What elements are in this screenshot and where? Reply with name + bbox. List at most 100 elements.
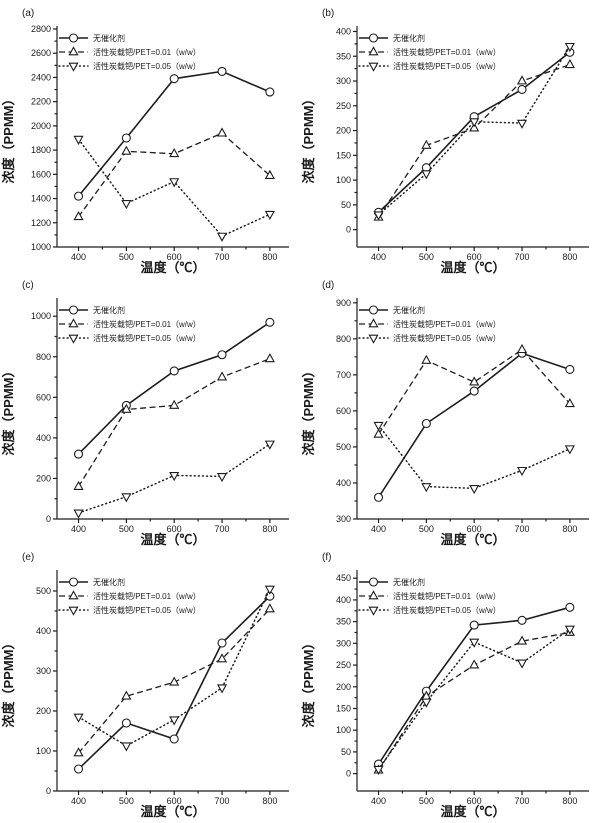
triangle-down-marker [169,716,180,726]
y-tick-label: 500 [336,442,351,452]
y-tick-label: 300 [336,514,351,524]
chart-panel-c: (c) 0 200 400 600 800 1000 400 500 600 700 800 温度（℃）… [0,274,300,547]
y-tick-label: 1600 [31,169,51,179]
triangle-down-marker [73,509,84,519]
circle-marker [217,66,227,76]
series-line [377,424,571,490]
triangle-up-marker [368,318,379,328]
x-tick-label: 600 [167,252,182,262]
y-tick-label: 250 [336,660,351,670]
triangle-up-marker [368,46,379,56]
x-tick-label: 400 [371,796,386,806]
triangle-down-marker [469,118,480,128]
legend-label: 无催化剂 [393,305,425,315]
circle-marker [121,133,131,143]
y-tick-label: 700 [336,370,351,380]
circle-marker [217,350,227,360]
line-chart: (d) 300 400 500 600 700 800 900 400 500 600 700 800 温… [301,280,589,547]
circle-marker [121,718,131,728]
legend-label: 活性炭载钯/PET=0.05（w/w） [93,61,201,71]
triangle-down-marker [216,684,228,694]
triangle-up-marker [73,480,84,490]
series-markers [73,127,275,221]
series-markers [373,421,575,495]
y-axis-label: 浓度（PPMM） [301,92,316,183]
series-line [78,132,271,218]
line-chart: (b) 0 50 100 150 200 250 300 350 400 400 500 600 700 8… [301,8,589,275]
triangle-down-marker [169,178,180,188]
triangle-up-marker [516,635,528,645]
circle-marker [73,191,84,201]
triangle-up-marker [68,590,79,600]
y-tick-label: 250 [336,101,351,111]
x-tick-label: 700 [515,252,530,262]
x-tick-label: 800 [562,796,577,806]
triangle-down-marker [368,606,379,616]
y-tick-label: 50 [341,747,351,757]
circle-marker [469,386,479,396]
line-chart: (f) 0 50 100 150 200 250 300 350 400 450 400 500 600 7… [301,552,589,819]
y-tick-label: 2200 [31,97,51,107]
x-axis-label: 温度（℃） [140,804,205,818]
circle-marker [565,602,575,612]
x-tick-label: 600 [467,252,482,262]
y-axis-label: 浓度（PPMM） [1,92,16,183]
triangle-down-marker [516,659,528,669]
x-tick-label: 500 [119,252,134,262]
triangle-up-marker [216,127,228,137]
y-axis-label: 浓度（PPMM） [301,364,316,455]
y-tick-label: 0 [346,769,351,779]
triangle-down-marker [421,483,432,493]
x-tick-label: 700 [515,524,530,534]
panel-label: (d) [322,280,334,291]
circle-marker [368,305,379,315]
triangle-up-marker [121,145,132,155]
axes [353,298,589,523]
triangle-up-marker [68,318,79,328]
series-markers [373,348,575,502]
triangle-down-marker [68,334,79,344]
triangle-down-marker [121,493,132,503]
series-markers [373,626,575,774]
triangle-down-marker [564,625,575,635]
triangle-up-marker [564,58,575,69]
triangle-down-marker [368,334,379,344]
legend-label: 无催化剂 [93,33,125,43]
x-tick-label: 800 [562,252,577,262]
y-tick-label: 400 [36,433,51,443]
y-tick-label: 200 [336,126,351,136]
x-tick-label: 400 [371,524,386,534]
series-line [377,51,571,213]
y-tick-label: 900 [336,298,351,308]
y-tick-label: 150 [336,703,351,713]
x-axis-label: 温度（℃） [440,804,505,818]
y-tick-label: 1200 [31,218,51,228]
axes [353,26,589,251]
series-line [377,631,570,771]
y-tick-label: 0 [46,786,51,796]
triangle-up-marker [68,46,79,56]
circle-marker [373,492,384,502]
triangle-down-marker [373,211,384,221]
circle-marker [368,33,379,43]
series-markers [73,353,275,490]
series-markers [373,602,575,769]
series-markers [373,625,575,776]
triangle-up-marker [264,353,275,363]
legend-label: 无催化剂 [93,305,125,315]
series-markers [73,603,275,757]
x-tick-label: 800 [562,524,577,534]
x-tick-label: 500 [119,524,134,534]
triangle-down-marker [121,742,132,752]
triangle-up-marker [421,139,432,149]
triangle-down-marker [469,484,480,495]
y-tick-label: 50 [341,200,351,210]
panel-label: (f) [322,552,331,563]
y-axis-label: 浓度（PPMM） [1,636,16,727]
y-tick-label: 1400 [31,194,51,204]
circle-marker [169,734,179,744]
